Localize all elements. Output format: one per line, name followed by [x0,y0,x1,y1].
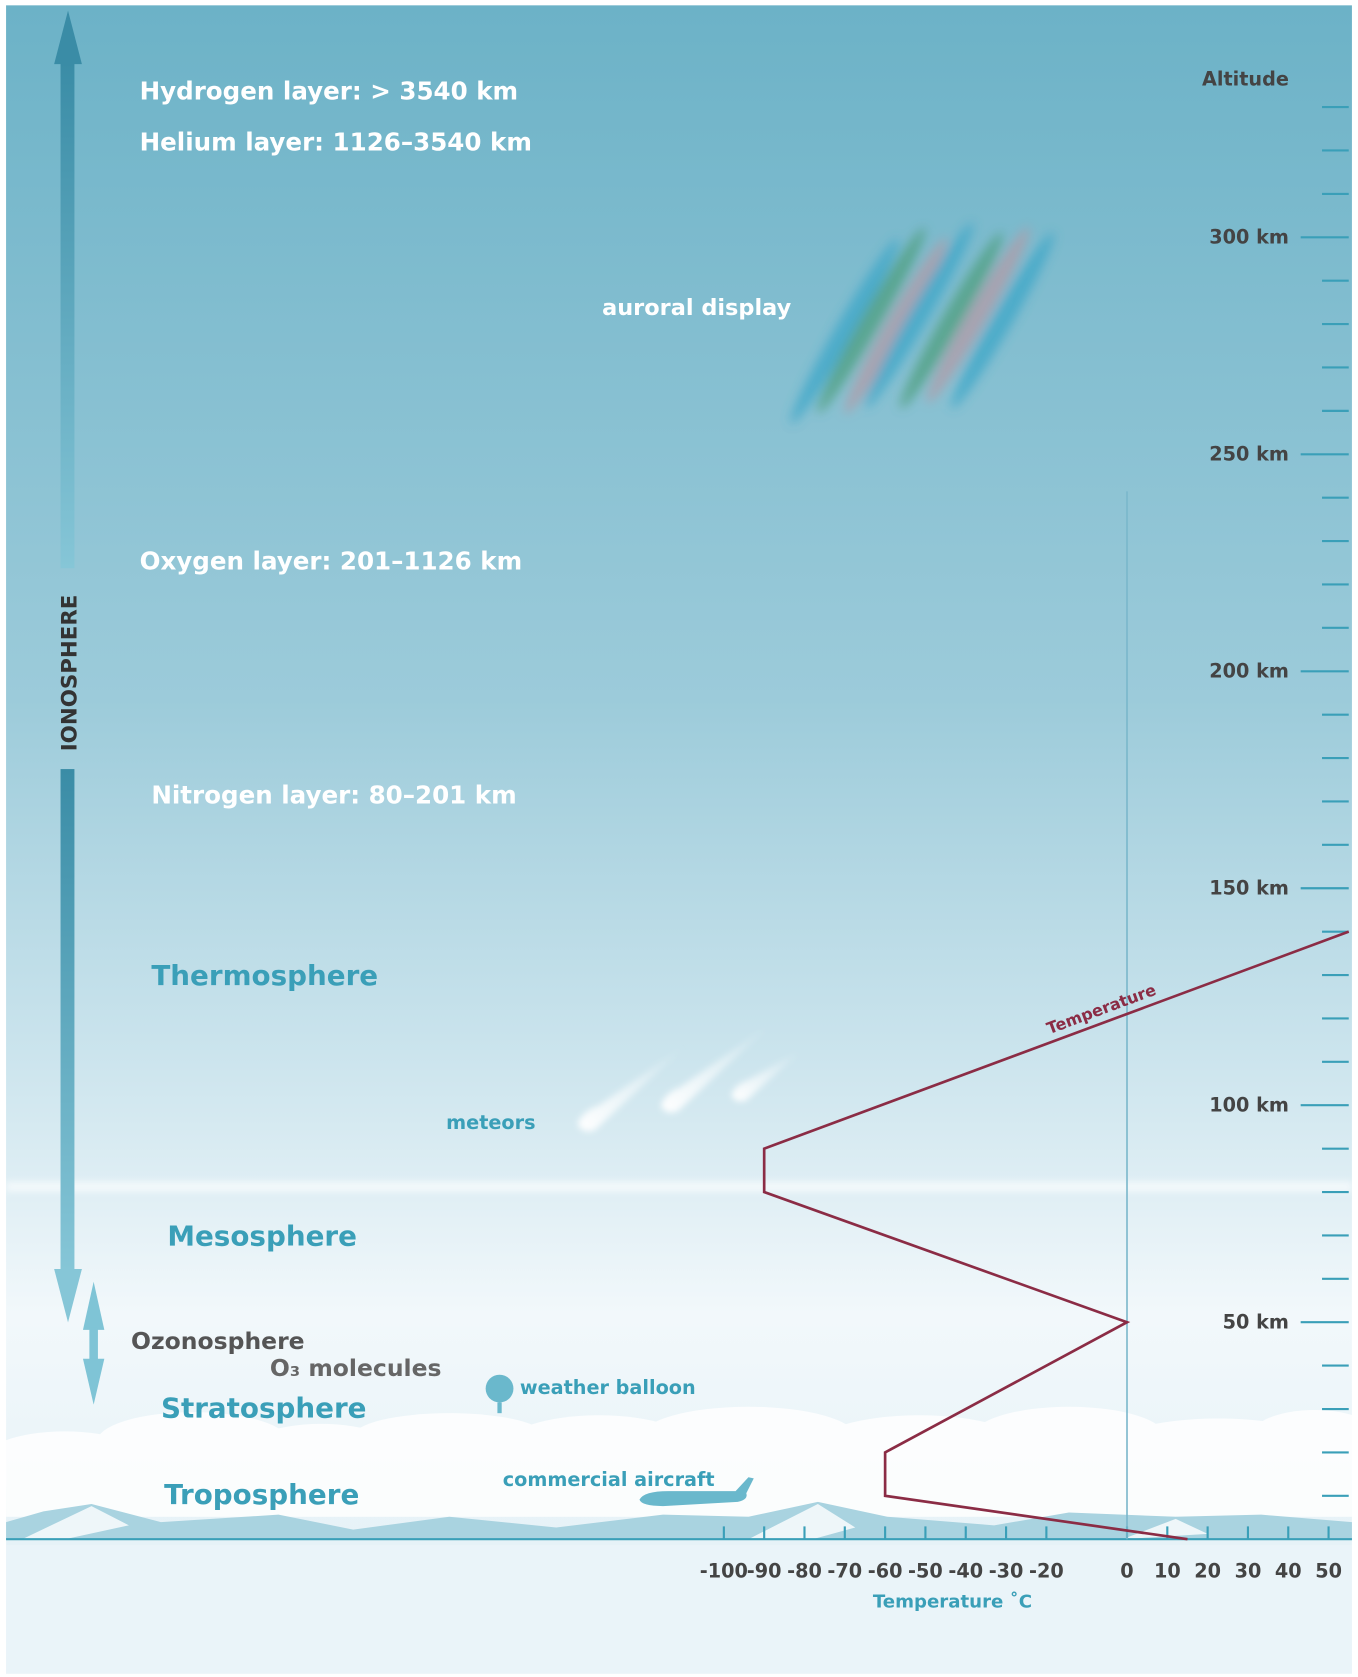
annotation: O₃ molecules [270,1354,442,1382]
x-tick-label: 40 [1275,1560,1302,1583]
y-axis-label: Altitude [1202,67,1289,90]
x-tick-label: -80 [787,1560,822,1583]
y-tick-label: 200 km [1209,660,1289,683]
x-tick-label: 50 [1315,1560,1342,1583]
x-tick-label: -90 [747,1560,782,1583]
annotation: Ozonosphere [131,1327,305,1355]
annotation: Nitrogen layer: 80–201 km [151,780,516,809]
annotation: Stratosphere [161,1391,367,1424]
x-tick-label: 10 [1154,1560,1181,1583]
annotation: meteors [446,1111,535,1134]
annotation: Oxygen layer: 201–1126 km [140,546,523,575]
annotation: Hydrogen layer: > 3540 km [140,76,519,105]
y-tick-label: 150 km [1209,877,1289,900]
x-tick-label: -50 [908,1560,943,1583]
y-tick-label: 250 km [1209,443,1289,466]
x-tick-label: 20 [1194,1560,1221,1583]
x-tick-label: -100 [700,1560,748,1583]
x-tick-label: -60 [868,1560,903,1583]
x-tick-label: -20 [1029,1560,1064,1583]
y-tick-label: 100 km [1209,1094,1289,1117]
annotation: commercial aircraft [503,1468,715,1491]
annotation: Thermosphere [151,959,378,992]
x-tick-label: -30 [989,1560,1024,1583]
x-tick-label: 30 [1235,1560,1262,1583]
x-tick-label: -40 [948,1560,983,1583]
x-tick-label: 0 [1120,1560,1133,1583]
annotation: auroral display [602,295,791,321]
x-axis-label: Temperature ˚C [873,1591,1032,1613]
y-tick-label: 300 km [1209,226,1289,249]
annotation: weather balloon [520,1376,696,1399]
chart: Hydrogen layer: > 3540 km Helium layer: … [0,0,1358,1677]
annotation: Troposphere [164,1478,359,1511]
y-tick-label: 50 km [1223,1311,1289,1334]
x-tick-label: -70 [827,1560,862,1583]
annotation: Helium layer: 1126–3540 km [140,128,532,157]
annotation: IONOSPHERE [58,595,83,752]
annotation: Mesosphere [167,1219,357,1252]
